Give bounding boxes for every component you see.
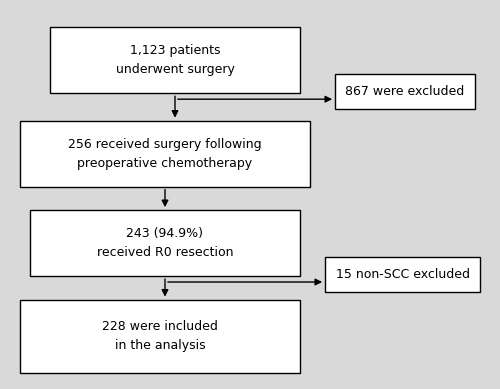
- Text: 256 received surgery following
preoperative chemotherapy: 256 received surgery following preoperat…: [68, 138, 262, 170]
- FancyBboxPatch shape: [50, 27, 300, 93]
- Text: 228 were included
in the analysis: 228 were included in the analysis: [102, 321, 218, 352]
- FancyBboxPatch shape: [335, 74, 475, 109]
- Text: 867 were excluded: 867 were excluded: [346, 85, 465, 98]
- FancyBboxPatch shape: [20, 300, 300, 373]
- FancyBboxPatch shape: [30, 210, 300, 276]
- Text: 1,123 patients
underwent surgery: 1,123 patients underwent surgery: [116, 44, 234, 76]
- FancyBboxPatch shape: [20, 121, 310, 187]
- Text: 243 (94.9%)
received R0 resection: 243 (94.9%) received R0 resection: [97, 227, 233, 259]
- FancyBboxPatch shape: [325, 257, 480, 292]
- Text: 15 non-SCC excluded: 15 non-SCC excluded: [336, 268, 469, 281]
